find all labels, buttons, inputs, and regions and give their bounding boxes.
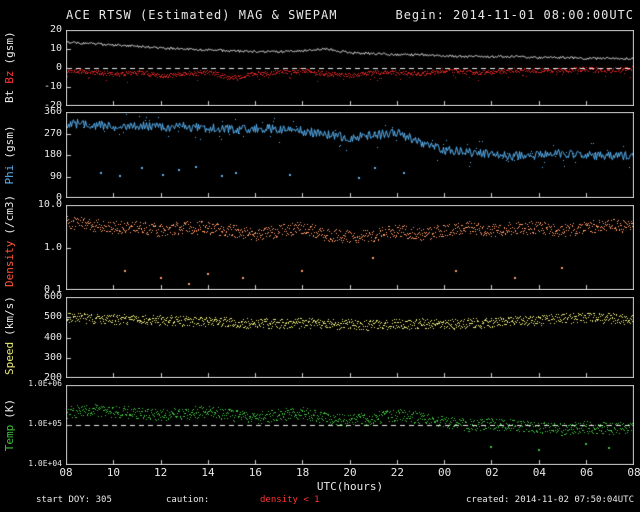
- y-tick-label: 1.0E+06: [28, 379, 62, 388]
- y-tick-label: 10.0: [37, 199, 62, 210]
- x-axis-ticks: 08 10 12 14 16 18 20 22 00 02 04 06 08: [59, 466, 640, 479]
- y-tick-label: 1.0E+05: [28, 419, 62, 428]
- y-tick-label: -20: [43, 100, 62, 111]
- x-tick-label: 00: [438, 466, 452, 479]
- y-tick-label: 0: [55, 62, 62, 73]
- y-tick-label: 400: [43, 331, 62, 343]
- footer: start DOY: 305 caution: density < 1 crea…: [0, 495, 640, 509]
- y-tick-label: 90: [49, 170, 62, 182]
- y-tick-label: 600: [43, 291, 62, 302]
- y-tick-label: 1.0: [43, 241, 62, 253]
- y-tick-label: 20: [49, 24, 62, 35]
- x-tick-label: 22: [390, 466, 404, 479]
- y-tick-label: 360: [43, 106, 62, 117]
- density-plot-canvas: [66, 205, 634, 290]
- y-tick-label: 300: [43, 351, 62, 363]
- temp-axis-label-part: (K): [3, 398, 16, 419]
- panel-speed: Speed(km/s) 600 500 400 300 200: [0, 292, 640, 383]
- x-tick-label: 14: [201, 466, 215, 479]
- created-timestamp: created: 2014-11-02 07:50:04UTC: [466, 495, 634, 505]
- x-tick-label: 12: [154, 466, 168, 479]
- y-tick-label: 500: [43, 311, 62, 323]
- y-tick-label: 0: [55, 192, 62, 203]
- speed-plot-canvas: [66, 297, 634, 378]
- y-tick-label: 10: [49, 43, 62, 54]
- start-doy-label: start DOY: 305: [36, 495, 112, 505]
- x-tick-label: 18: [296, 466, 310, 479]
- x-tick-label: 10: [106, 466, 120, 479]
- panel-mag: BtBz(gsm) 20 10 0 -10 -20: [0, 25, 640, 111]
- plot-title: ACE RTSW (Estimated) MAG & SWEPAM: [66, 8, 338, 22]
- mag-plot-canvas: [66, 30, 634, 106]
- begin-timestamp: Begin: 2014-11-01 08:00:00UTC: [395, 8, 634, 22]
- temp-axis-label-part: Temp: [3, 424, 16, 452]
- x-tick-label: 04: [532, 466, 546, 479]
- y-tick-label: 270: [43, 127, 62, 139]
- panel-phi: Phi(gsm) 360 270 180 90 0: [0, 107, 640, 203]
- y-tick-label: 0.1: [43, 284, 62, 295]
- temp-plot-canvas: [66, 385, 634, 465]
- phi-plot-canvas: [66, 112, 634, 198]
- panel-density: Density(/cm3) 10.0 1.0 0.1: [0, 195, 640, 295]
- x-tick-label: 16: [248, 466, 262, 479]
- y-tick-label: 200: [43, 372, 62, 383]
- panel-temp: Temp (K) 1.0E+06 1.0E+05 1.0E+04: [0, 380, 640, 468]
- caution-label: caution:: [166, 495, 210, 505]
- y-tick-label: -10: [43, 81, 62, 92]
- y-tick-label: 180: [43, 149, 62, 160]
- x-tick-label: 06: [580, 466, 594, 479]
- x-tick-label: 08: [59, 466, 73, 479]
- x-axis-title: UTC(hours): [316, 480, 384, 493]
- y-tick-label: 1.0E+04: [28, 459, 62, 468]
- x-tick-label: 08: [627, 466, 640, 479]
- x-tick-label: 20: [343, 466, 357, 479]
- x-tick-label: 02: [485, 466, 499, 479]
- density-warning-label: density < 1: [260, 495, 320, 505]
